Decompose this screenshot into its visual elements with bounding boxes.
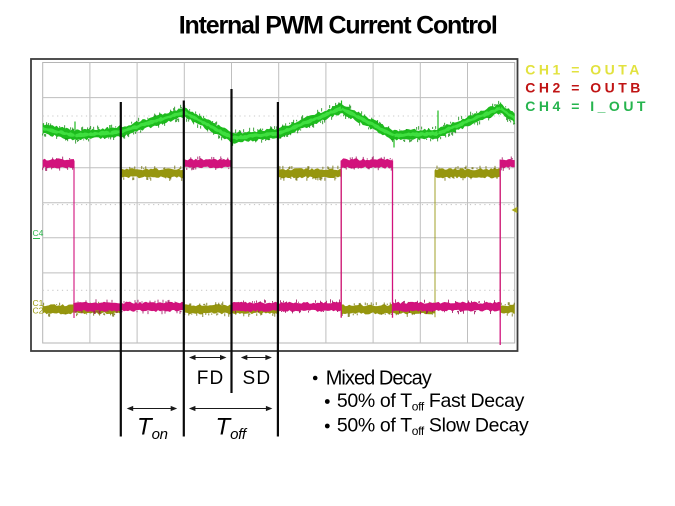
svg-text:SD: SD [243, 368, 272, 389]
svg-text:C2: C2 [33, 306, 44, 316]
svg-text:Ton: Ton [137, 413, 168, 443]
svg-text:C4: C4 [33, 228, 44, 238]
svg-text:CH4 = I_OUT: CH4 = I_OUT [525, 98, 649, 114]
svg-text:CH2 = OUTB: CH2 = OUTB [525, 80, 644, 96]
svg-text:CH1 = OUTA: CH1 = OUTA [525, 61, 643, 77]
svg-text:Mixed Decay: Mixed Decay [326, 368, 432, 390]
svg-text:50% of Toff Slow Decay: 50% of Toff Slow Decay [337, 415, 529, 439]
svg-text:50% of Toff Fast Decay: 50% of Toff Fast Decay [337, 390, 525, 414]
svg-text:Internal PWM Current Control: Internal PWM Current Control [179, 12, 497, 40]
svg-text:FD: FD [197, 368, 225, 389]
svg-text:C1: C1 [33, 298, 44, 308]
